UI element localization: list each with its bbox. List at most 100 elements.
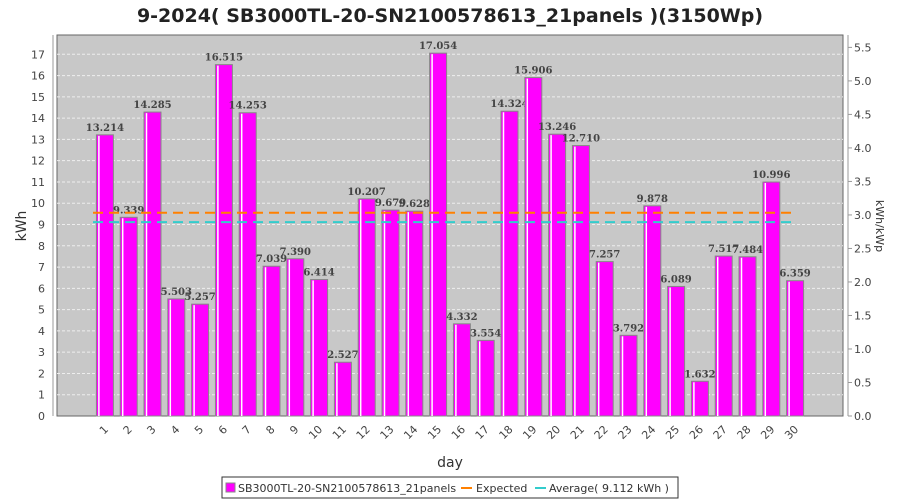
x-tick-label: 2	[121, 423, 135, 437]
data-label: 7.390	[280, 247, 311, 258]
data-label: 7.517	[708, 244, 739, 255]
data-label: 13.214	[86, 123, 124, 134]
bar	[262, 265, 281, 417]
chart-title: 9-2024( SB3000TL-20-SN2100578613_21panel…	[137, 5, 763, 27]
y-tick-label: 11	[31, 176, 45, 189]
y-tick-label: 2	[38, 367, 45, 380]
x-tick-label: 17	[473, 423, 492, 442]
x-tick-label: 22	[592, 423, 611, 442]
x-tick-label: 15	[425, 423, 444, 442]
y-tick-label: 5	[38, 304, 45, 317]
x-tick-label: 12	[354, 423, 373, 442]
bar	[595, 261, 614, 417]
y2-tick-label: 0.5	[854, 376, 872, 389]
bar	[333, 361, 352, 417]
data-label: 14.285	[133, 100, 171, 111]
y-tick-label: 17	[31, 48, 45, 61]
bar	[119, 216, 138, 417]
y-tick-label: 4	[38, 325, 45, 338]
data-label: 6.359	[779, 269, 810, 280]
bar	[191, 303, 210, 417]
y-tick-label: 6	[38, 282, 45, 295]
y2-axis-label: kWh/kWp	[873, 200, 886, 252]
legend-average-label: Average( 9.112 kWh )	[549, 482, 669, 495]
x-tick-label: 21	[568, 423, 587, 442]
data-label: 15.906	[514, 66, 552, 77]
data-label: 2.527	[327, 350, 358, 361]
data-label: 10.996	[752, 170, 790, 181]
x-tick-label: 27	[711, 423, 730, 442]
bar	[167, 298, 186, 417]
x-tick-label: 1	[97, 423, 111, 437]
x-tick-label: 14	[401, 423, 420, 442]
y-tick-label: 3	[38, 346, 45, 359]
data-label: 10.207	[348, 187, 386, 198]
x-tick-label: 23	[616, 423, 635, 442]
data-label: 13.246	[538, 122, 576, 133]
data-label: 4.332	[446, 312, 477, 323]
y2-tick-label: 3.5	[854, 175, 872, 188]
y2-tick-label: 2.0	[854, 276, 872, 289]
y2-tick-label: 5.5	[854, 41, 872, 54]
x-tick-label: 7	[240, 423, 254, 437]
x-tick-label: 19	[520, 423, 539, 442]
y-tick-label: 10	[31, 197, 45, 210]
data-label: 9.878	[637, 194, 668, 205]
bar	[381, 209, 400, 417]
x-tick-label: 9	[287, 423, 301, 437]
bar	[643, 205, 662, 417]
x-tick-label: 10	[306, 423, 325, 442]
data-label: 7.484	[732, 245, 763, 256]
x-tick-label: 29	[758, 423, 777, 442]
y2-tick-label: 0.0	[854, 410, 872, 423]
y2-tick-label: 3.0	[854, 209, 872, 222]
y-tick-label: 15	[31, 91, 45, 104]
y2-tick-label: 1.5	[854, 309, 872, 322]
data-label: 7.257	[589, 250, 620, 261]
x-tick-label: 4	[168, 423, 182, 437]
data-label: 16.515	[205, 53, 243, 64]
y-tick-label: 8	[38, 240, 45, 253]
x-tick-label: 11	[330, 423, 349, 442]
legend-expected-label: Expected	[476, 482, 527, 495]
data-label: 1.632	[684, 369, 715, 380]
x-tick-label: 8	[263, 423, 277, 437]
y-tick-label: 12	[31, 155, 45, 168]
y-tick-label: 16	[31, 70, 45, 83]
x-tick-label: 13	[378, 423, 397, 442]
x-tick-label: 28	[735, 423, 754, 442]
x-tick-label: 5	[192, 423, 206, 437]
y2-tick-label: 1.0	[854, 343, 872, 356]
data-label: 17.054	[419, 41, 457, 52]
bar	[452, 323, 471, 417]
bar	[286, 258, 305, 417]
bar	[476, 339, 495, 417]
bar	[738, 256, 757, 417]
y-axis-label: kWh	[14, 211, 30, 242]
x-tick-label: 20	[544, 423, 563, 442]
bar	[238, 112, 257, 417]
bar	[310, 279, 329, 417]
x-tick-label: 3	[144, 423, 158, 437]
bar	[405, 210, 424, 417]
data-label: 7.039	[256, 254, 287, 265]
y-tick-label: 7	[38, 261, 45, 274]
bar	[429, 52, 448, 417]
bar	[357, 198, 376, 417]
x-tick-label: 18	[497, 423, 516, 442]
x-tick-label: 16	[449, 423, 468, 442]
y-tick-label: 1	[38, 389, 45, 402]
legend-swatch-series	[225, 482, 236, 493]
y2-tick-label: 5.0	[854, 75, 872, 88]
bar	[690, 380, 709, 417]
bar	[143, 111, 162, 417]
bar	[548, 133, 567, 417]
x-tick-label: 6	[216, 423, 230, 437]
x-tick-label: 24	[639, 423, 658, 442]
x-tick-label: 26	[687, 423, 706, 442]
y2-tick-label: 2.5	[854, 242, 872, 255]
x-tick-label: 25	[663, 423, 682, 442]
y-tick-label: 13	[31, 133, 45, 146]
data-label: 9.628	[399, 199, 430, 210]
